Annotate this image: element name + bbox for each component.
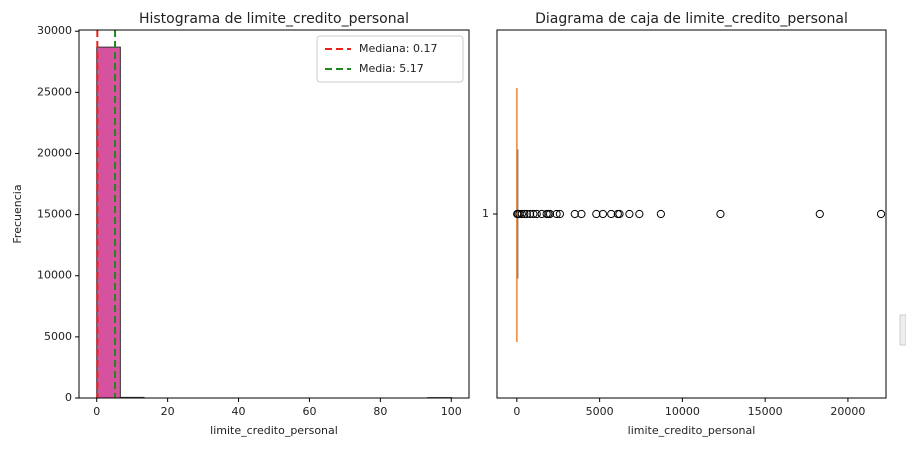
y-tick-label: 0: [65, 391, 72, 404]
x-axis-label: limite_credito_personal: [210, 424, 338, 437]
y-tick-label: 30000: [37, 24, 72, 37]
x-tick-label: 100: [441, 405, 462, 418]
outlier: [608, 210, 615, 217]
outlier: [571, 210, 578, 217]
scroll-handle: [900, 315, 906, 345]
y-tick-label: 15000: [37, 208, 72, 221]
chart-title: Histograma de limite_credito_personal: [139, 11, 409, 27]
chart-title: Diagrama de caja de limite_credito_perso…: [535, 11, 848, 27]
outlier: [599, 210, 606, 217]
outlier: [816, 210, 823, 217]
legend-label: Media: 5.17: [359, 62, 424, 75]
outlier: [717, 210, 724, 217]
outlier: [545, 210, 552, 217]
outlier: [614, 210, 621, 217]
x-tick-label: 20: [161, 405, 175, 418]
x-tick-label: 0: [93, 405, 100, 418]
y-tick-label: 5000: [44, 330, 72, 343]
plot-area: [79, 30, 469, 398]
y-tick-label: 20000: [37, 146, 72, 159]
y-tick-label: 1: [482, 207, 489, 220]
x-tick-label: 20000: [830, 405, 865, 418]
x-tick-label: 15000: [748, 405, 783, 418]
x-tick-label: 40: [232, 405, 246, 418]
plot-area: [497, 30, 886, 398]
x-tick-label: 10000: [665, 405, 700, 418]
outlier: [593, 210, 600, 217]
outlier: [578, 210, 585, 217]
outlier: [657, 210, 664, 217]
y-tick-label: 25000: [37, 85, 72, 98]
y-tick-label: 10000: [37, 269, 72, 282]
x-tick-label: 0: [513, 405, 520, 418]
bar: [97, 47, 121, 398]
outlier: [877, 210, 884, 217]
outlier: [636, 210, 643, 217]
legend-label: Mediana: 0.17: [359, 42, 437, 55]
x-axis-label: limite_credito_personal: [628, 424, 756, 437]
x-tick-label: 80: [373, 405, 387, 418]
x-tick-label: 5000: [586, 405, 614, 418]
outlier: [626, 210, 633, 217]
y-axis-label: Frecuencia: [11, 184, 24, 243]
outlier: [616, 210, 623, 217]
x-tick-label: 60: [302, 405, 316, 418]
